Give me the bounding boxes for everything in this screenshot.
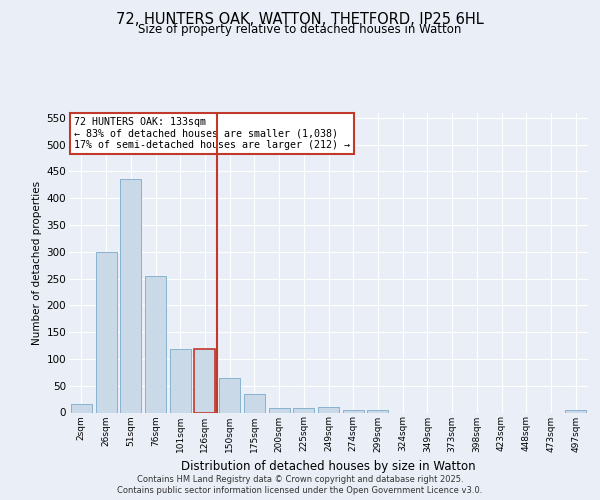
Bar	[565, 410, 586, 412]
Bar	[293, 408, 314, 412]
Bar	[120, 180, 141, 412]
Bar	[194, 350, 215, 412]
Bar	[219, 378, 240, 412]
Bar	[170, 350, 191, 412]
Bar	[244, 394, 265, 412]
Text: Size of property relative to detached houses in Watton: Size of property relative to detached ho…	[139, 22, 461, 36]
Text: Contains HM Land Registry data © Crown copyright and database right 2025.: Contains HM Land Registry data © Crown c…	[137, 475, 463, 484]
X-axis label: Distribution of detached houses by size in Watton: Distribution of detached houses by size …	[181, 460, 476, 473]
Text: Contains public sector information licensed under the Open Government Licence v3: Contains public sector information licen…	[118, 486, 482, 495]
Y-axis label: Number of detached properties: Number of detached properties	[32, 180, 43, 344]
Bar	[269, 408, 290, 412]
Bar	[318, 407, 339, 412]
Bar	[71, 404, 92, 412]
Text: 72, HUNTERS OAK, WATTON, THETFORD, IP25 6HL: 72, HUNTERS OAK, WATTON, THETFORD, IP25 …	[116, 12, 484, 28]
Bar	[145, 276, 166, 412]
Bar	[367, 410, 388, 412]
Bar	[194, 350, 215, 412]
Text: 72 HUNTERS OAK: 133sqm
← 83% of detached houses are smaller (1,038)
17% of semi-: 72 HUNTERS OAK: 133sqm ← 83% of detached…	[74, 117, 350, 150]
Bar	[95, 252, 116, 412]
Bar	[343, 410, 364, 412]
